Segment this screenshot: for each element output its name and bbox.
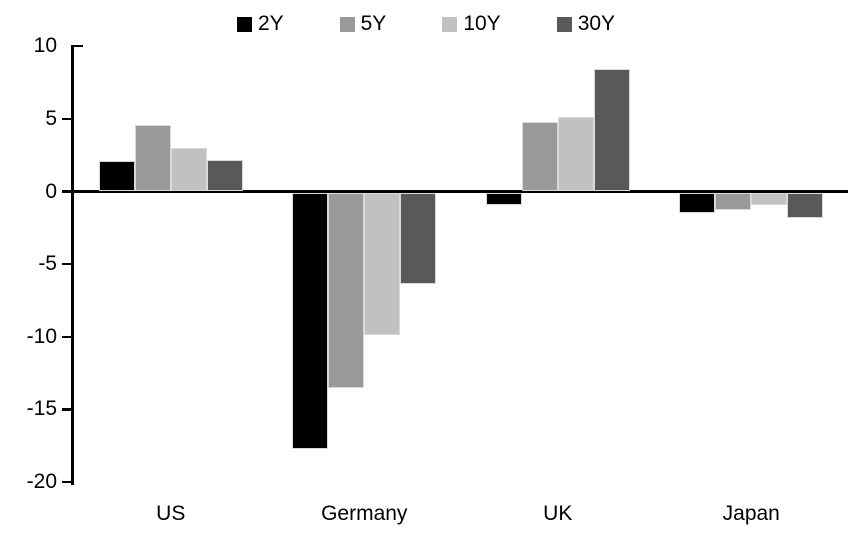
- y-axis-tick-label: -5: [38, 252, 57, 276]
- y-axis-tick: [62, 117, 71, 121]
- bar-us-30y: [206, 159, 243, 192]
- bar-germany-30y: [400, 192, 437, 285]
- x-axis-label-japan: Japan: [722, 502, 780, 525]
- bar-germany-10y: [364, 192, 401, 336]
- bar-germany-2y: [292, 192, 329, 449]
- y-axis-tick: [62, 480, 71, 484]
- bar-japan-5y: [715, 192, 752, 211]
- y-axis-tick: [62, 262, 71, 266]
- bar-japan-30y: [787, 192, 824, 218]
- x-axis-label-uk: UK: [543, 502, 573, 525]
- legend-label: 30Y: [577, 12, 616, 35]
- y-axis-tick-label: -15: [26, 397, 57, 421]
- bar-uk-2y: [485, 192, 522, 205]
- legend-swatch-icon: [339, 16, 355, 32]
- legend-label: 5Y: [360, 12, 387, 35]
- bar-uk-30y: [593, 69, 630, 192]
- y-axis-tick: [62, 335, 71, 339]
- legend-swatch-icon: [556, 16, 572, 32]
- legend-item-10y: 10Y: [442, 12, 501, 35]
- y-axis-tick-label: 10: [33, 34, 57, 58]
- chart-legend: 2Y 5Y 10Y 30Y: [0, 13, 852, 35]
- y-axis-line: [71, 46, 74, 485]
- bar-us-5y: [134, 124, 171, 192]
- legend-item-2y: 2Y: [236, 12, 284, 35]
- bar-japan-10y: [751, 192, 788, 205]
- y-axis-tick-label: -10: [26, 324, 57, 348]
- bar-us-2y: [98, 160, 135, 192]
- y-axis-tick-label: -20: [26, 470, 57, 494]
- y-axis-tick-label: 5: [45, 106, 57, 130]
- legend-swatch-icon: [236, 16, 252, 32]
- y-axis-tick: [62, 408, 71, 411]
- y-axis-tick: [71, 44, 83, 48]
- legend-label: 10Y: [463, 12, 501, 35]
- legend-item-30y: 30Y: [556, 12, 616, 35]
- bar-us-10y: [170, 147, 207, 192]
- bar-japan-2y: [679, 192, 716, 214]
- y-axis-tick-label: 0: [45, 179, 57, 203]
- legend-swatch-icon: [442, 16, 458, 32]
- legend-item-5y: 5Y: [339, 12, 387, 35]
- x-axis-label-us: US: [156, 502, 186, 525]
- x-axis-label-germany: Germany: [321, 502, 408, 525]
- zero-baseline: [62, 190, 848, 193]
- legend-label: 2Y: [257, 12, 284, 35]
- bar-germany-5y: [328, 192, 365, 388]
- bar-uk-5y: [521, 121, 558, 192]
- bar-uk-10y: [557, 117, 594, 192]
